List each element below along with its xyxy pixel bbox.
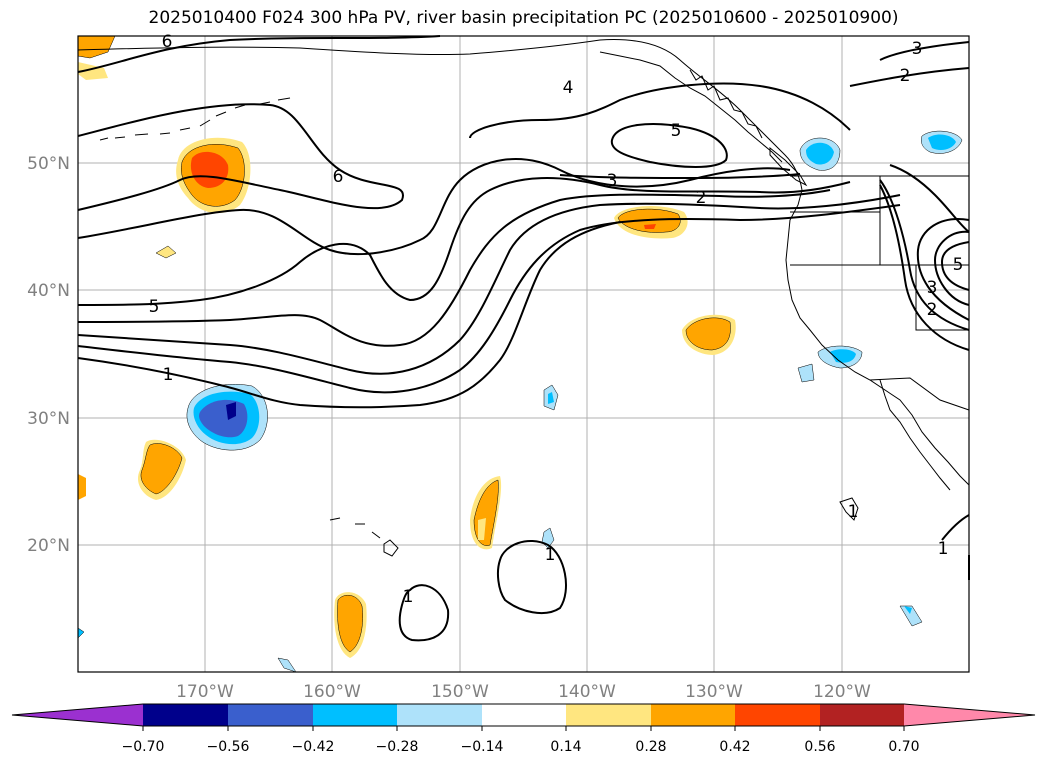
contour-labels: 6 6 5 4 5 3 2 3 2 1 1 1 1 1 2 3 5 [149, 32, 964, 607]
colorbar-tick-label: −0.56 [207, 739, 250, 755]
contour-ne-closed [610, 123, 728, 168]
lon-label: 130°W [685, 682, 743, 702]
coast-hawaii [329, 517, 399, 557]
coast-aleutians [99, 97, 291, 141]
contour-label: 5 [953, 255, 964, 275]
colorbar-extend-low [12, 704, 143, 726]
lon-label: 140°W [558, 682, 616, 702]
lat-label: 30°N [27, 409, 70, 429]
lon-label: 150°W [431, 682, 489, 702]
colorbar-tick-label: 0.14 [550, 739, 581, 755]
lat-axis-labels: 50°N 40°N 30°N 20°N [27, 154, 70, 556]
lon-label: 120°W [813, 682, 871, 702]
colorbar-segment [143, 704, 228, 726]
contour-label: 5 [149, 297, 160, 317]
colorbar-segment [735, 704, 820, 726]
colorbar: −0.70 −0.56 −0.42 −0.28 −0.14 0.14 0.28 … [11, 703, 1036, 755]
colorbar-tick-label: −0.14 [461, 739, 504, 755]
contour-label: 3 [927, 278, 938, 298]
contour-1 [77, 221, 621, 409]
contour-label: 3 [912, 39, 923, 59]
contour-5-lower [77, 177, 851, 306]
coastlines [77, 39, 970, 557]
lat-label: 40°N [27, 281, 70, 301]
contour-label: 5 [671, 121, 682, 141]
contour-label: 2 [927, 300, 938, 320]
colorbar-tick-label: −0.28 [376, 739, 419, 755]
chart-title: 2025010400 F024 300 hPa PV, river basin … [148, 8, 899, 28]
colorbar-tick-label: 0.70 [888, 739, 919, 755]
lon-label: 160°W [303, 682, 361, 702]
coast-west-us [785, 189, 970, 486]
contour-label: 1 [545, 545, 556, 565]
colorbar-segment [566, 704, 651, 726]
contour-label: 3 [607, 171, 618, 191]
lat-label: 50°N [27, 154, 70, 174]
contour-1-south-b [496, 540, 567, 615]
map-frame-border [77, 35, 970, 673]
colorbar-tick-label: 0.42 [719, 739, 750, 755]
precip-fills [77, 35, 963, 673]
coast-baja [879, 379, 951, 491]
colorbar-segment [228, 704, 313, 726]
coast-alaska [77, 39, 803, 191]
contour-label: 2 [696, 188, 707, 208]
colorbar-segment [820, 704, 904, 726]
contour-label: 6 [333, 167, 344, 187]
colorbar-segment [313, 704, 397, 726]
colorbar-segment [397, 704, 482, 726]
contour-5-upper [77, 103, 404, 211]
colorbar-segment [482, 704, 566, 726]
border-mexico [869, 377, 970, 411]
pv-contours [77, 35, 970, 642]
colorbar-tick-label: −0.70 [122, 739, 165, 755]
colorbar-extend-high [904, 704, 1035, 726]
contour-label: 6 [162, 32, 173, 52]
contour-label: 1 [938, 539, 949, 559]
coast-vancouver-island [769, 146, 808, 187]
border-states [790, 176, 969, 331]
contour-label: 1 [403, 587, 414, 607]
contour-label: 2 [900, 66, 911, 86]
lat-label: 20°N [27, 536, 70, 556]
contour-label: 1 [163, 365, 174, 385]
contour-6-main [77, 158, 791, 256]
contour-3 [77, 194, 901, 375]
lon-axis-labels: 170°W 160°W 150°W 140°W 130°W 120°W [176, 682, 871, 702]
contour-label: 1 [848, 502, 859, 522]
contour-label: 4 [563, 78, 574, 98]
colorbar-segment [651, 704, 735, 726]
colorbar-tick-label: 0.28 [635, 739, 666, 755]
contour-6-top [77, 35, 441, 73]
colorbar-tick-label: 0.56 [804, 739, 835, 755]
contour-1-south-a [398, 584, 450, 642]
colorbar-tick-label: −0.42 [292, 739, 335, 755]
contour-4 [77, 189, 831, 347]
contour-2 [77, 204, 901, 394]
lon-label: 170°W [176, 682, 234, 702]
